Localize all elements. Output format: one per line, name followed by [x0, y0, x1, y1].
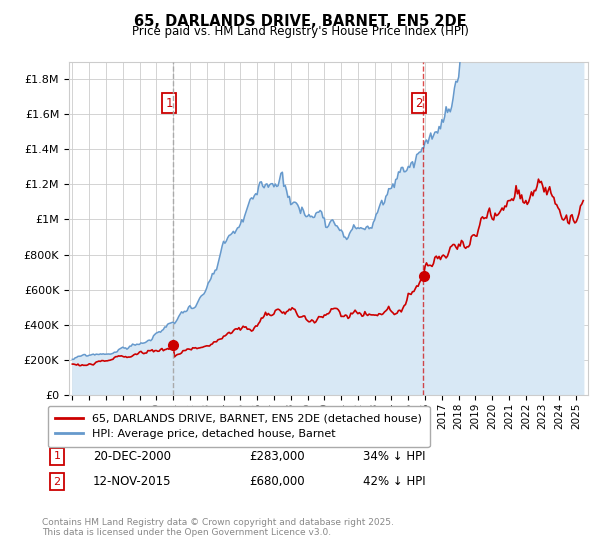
Text: Contains HM Land Registry data © Crown copyright and database right 2025.
This d: Contains HM Land Registry data © Crown c… [42, 518, 394, 538]
Text: 34% ↓ HPI: 34% ↓ HPI [363, 450, 425, 463]
Text: Price paid vs. HM Land Registry's House Price Index (HPI): Price paid vs. HM Land Registry's House … [131, 25, 469, 38]
Text: 2: 2 [415, 97, 422, 110]
Text: 2: 2 [53, 477, 61, 487]
Text: 20-DEC-2000: 20-DEC-2000 [93, 450, 171, 463]
Text: 12-NOV-2015: 12-NOV-2015 [93, 475, 172, 488]
Text: £283,000: £283,000 [249, 450, 305, 463]
Text: 65, DARLANDS DRIVE, BARNET, EN5 2DE: 65, DARLANDS DRIVE, BARNET, EN5 2DE [134, 14, 466, 29]
Legend: 65, DARLANDS DRIVE, BARNET, EN5 2DE (detached house), HPI: Average price, detach: 65, DARLANDS DRIVE, BARNET, EN5 2DE (det… [47, 406, 430, 447]
Text: 1: 1 [165, 97, 173, 110]
Text: £680,000: £680,000 [249, 475, 305, 488]
Text: 42% ↓ HPI: 42% ↓ HPI [363, 475, 425, 488]
Text: 1: 1 [53, 451, 61, 461]
